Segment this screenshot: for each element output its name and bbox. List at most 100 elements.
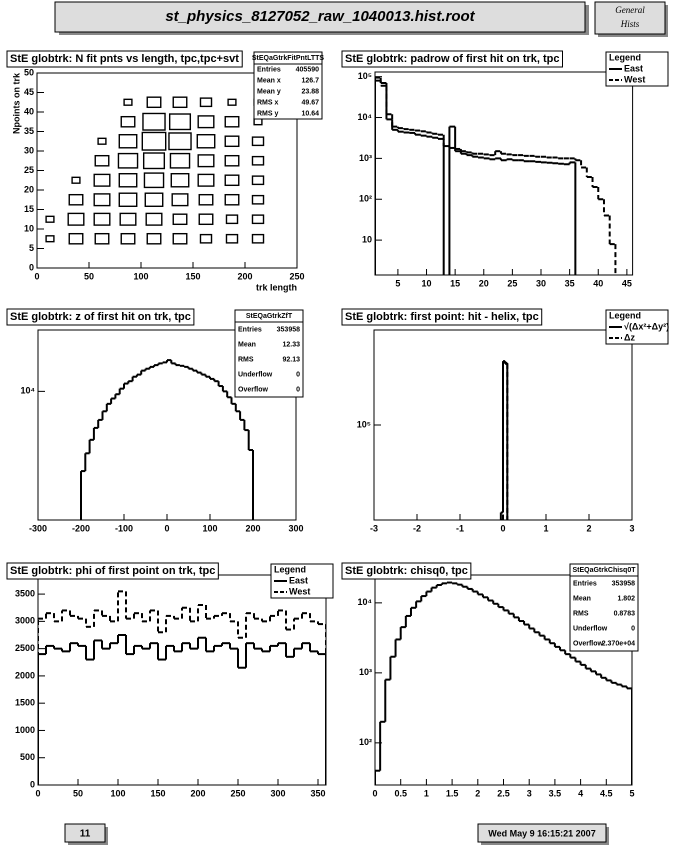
y-tick-label: 0 — [30, 779, 35, 789]
stats-key: Entries — [573, 580, 597, 587]
stats-value: 353958 — [277, 326, 300, 333]
legend-label: West — [624, 74, 645, 84]
header-title: st_physics_8127052_raw_1040013.hist.root — [165, 8, 475, 25]
y-tick-label: 1500 — [15, 698, 35, 708]
stats-key: Mean y — [257, 88, 281, 95]
x-tick-label: 200 — [245, 523, 260, 533]
y-tick-label: 10⁴ — [358, 112, 372, 122]
x-tick-label: 300 — [288, 523, 303, 533]
stats-key: Overflow — [573, 640, 604, 647]
cell-box — [71, 176, 81, 184]
panel-title-box — [6, 308, 195, 326]
stats-value: 23.88 — [301, 88, 319, 95]
x-tick-label: 2 — [475, 788, 480, 798]
cell-box — [118, 173, 138, 188]
cell-box — [93, 173, 111, 187]
stats-key: RMS — [238, 356, 254, 363]
stats-value: 0.8783 — [614, 610, 636, 617]
x-tick-label: -200 — [72, 523, 90, 533]
y-tick-label: 25 — [24, 165, 34, 175]
cell-box — [171, 193, 189, 207]
y-tick-label: 1000 — [15, 725, 35, 735]
x-tick-label: 10 — [422, 278, 432, 288]
x-tick-label: 100 — [202, 523, 217, 533]
stats-box — [569, 563, 639, 652]
panel-title: StE globtrk: padrow of first hit on trk,… — [345, 53, 560, 65]
stats-key: Entries — [238, 326, 262, 333]
stats-name: StEQaGtrkChisq0T — [572, 567, 636, 574]
cell-box — [251, 136, 265, 147]
y-tick-label: 10⁴ — [358, 597, 372, 607]
x-tick-label: -300 — [29, 523, 47, 533]
cell-box — [45, 235, 55, 243]
x-tick-label: 3 — [527, 788, 532, 798]
cell-box — [146, 96, 162, 109]
stats-value: 126.7 — [301, 77, 319, 84]
tag-box — [594, 1, 666, 35]
x-tick-label: 100 — [133, 271, 148, 281]
panel-title: StE globtrk: z of first hit on trk, tpc — [10, 311, 191, 323]
page-number: 11 — [80, 829, 91, 840]
series — [375, 581, 632, 785]
panel-title-box — [6, 562, 219, 580]
cell-box — [225, 214, 239, 225]
x-tick-label: 0.5 — [394, 788, 407, 798]
x-tick-label: 0 — [35, 788, 40, 798]
cell-box — [251, 233, 265, 244]
x-tick-label: 35 — [565, 278, 575, 288]
stats-key: Entries — [257, 66, 281, 73]
legend-title: Legend — [274, 564, 306, 574]
series — [500, 361, 509, 520]
cell-box — [251, 175, 265, 186]
y-tick-label: 15 — [24, 204, 34, 214]
y-tick-label: 45 — [24, 87, 34, 97]
y-tick-label: 5 — [29, 243, 34, 253]
x-tick-label: 15 — [450, 278, 460, 288]
cell-box — [120, 115, 136, 128]
header-box — [54, 1, 586, 33]
y-tick-label: 10² — [359, 737, 372, 747]
stats-key: Mean — [573, 595, 591, 602]
x-tick-label: 45 — [622, 278, 632, 288]
cell-box — [224, 135, 240, 148]
y-tick-label: 10² — [359, 194, 372, 204]
cell-box — [68, 232, 84, 245]
cell-box — [93, 212, 111, 226]
x-tick-label: 0 — [372, 788, 377, 798]
cell-box — [197, 154, 215, 168]
cell-box — [143, 172, 165, 189]
x-tick-label: 3 — [629, 523, 634, 533]
cell-box — [198, 193, 214, 206]
cell-box — [251, 155, 265, 166]
panel-title-box — [341, 562, 472, 580]
x-tick-label: 0 — [500, 523, 505, 533]
x-tick-label: 250 — [230, 788, 245, 798]
cell-box — [145, 212, 163, 226]
y-tick-label: 10 — [362, 234, 372, 244]
y-tick-label: 10 — [24, 223, 34, 233]
cell-box — [224, 174, 240, 187]
cell-box — [199, 233, 213, 244]
cell-box — [224, 154, 240, 167]
x-tick-label: 40 — [593, 278, 603, 288]
x-tick-label: 0 — [164, 523, 169, 533]
x-tick-label: 4 — [578, 788, 583, 798]
legend-title: Legend — [609, 52, 641, 62]
legend-label: √(Δx²+Δy²) — [624, 321, 669, 331]
y-tick-label: 35 — [24, 126, 34, 136]
x-tick-label: 20 — [479, 278, 489, 288]
cell-box — [169, 152, 191, 169]
y-tick-label: 0 — [29, 262, 34, 272]
y-tick-label: 2000 — [15, 670, 35, 680]
cell-box — [118, 192, 138, 207]
legend-label: West — [289, 586, 310, 596]
series — [38, 634, 326, 785]
stats-key: RMS x — [257, 99, 279, 106]
y-tick-label: 500 — [20, 752, 35, 762]
series — [38, 590, 326, 785]
x-tick-label: 1 — [424, 788, 429, 798]
x-tick-label: 2.5 — [497, 788, 510, 798]
cell-box — [251, 214, 265, 225]
cell-box — [67, 212, 85, 226]
x-tick-label: 150 — [150, 788, 165, 798]
